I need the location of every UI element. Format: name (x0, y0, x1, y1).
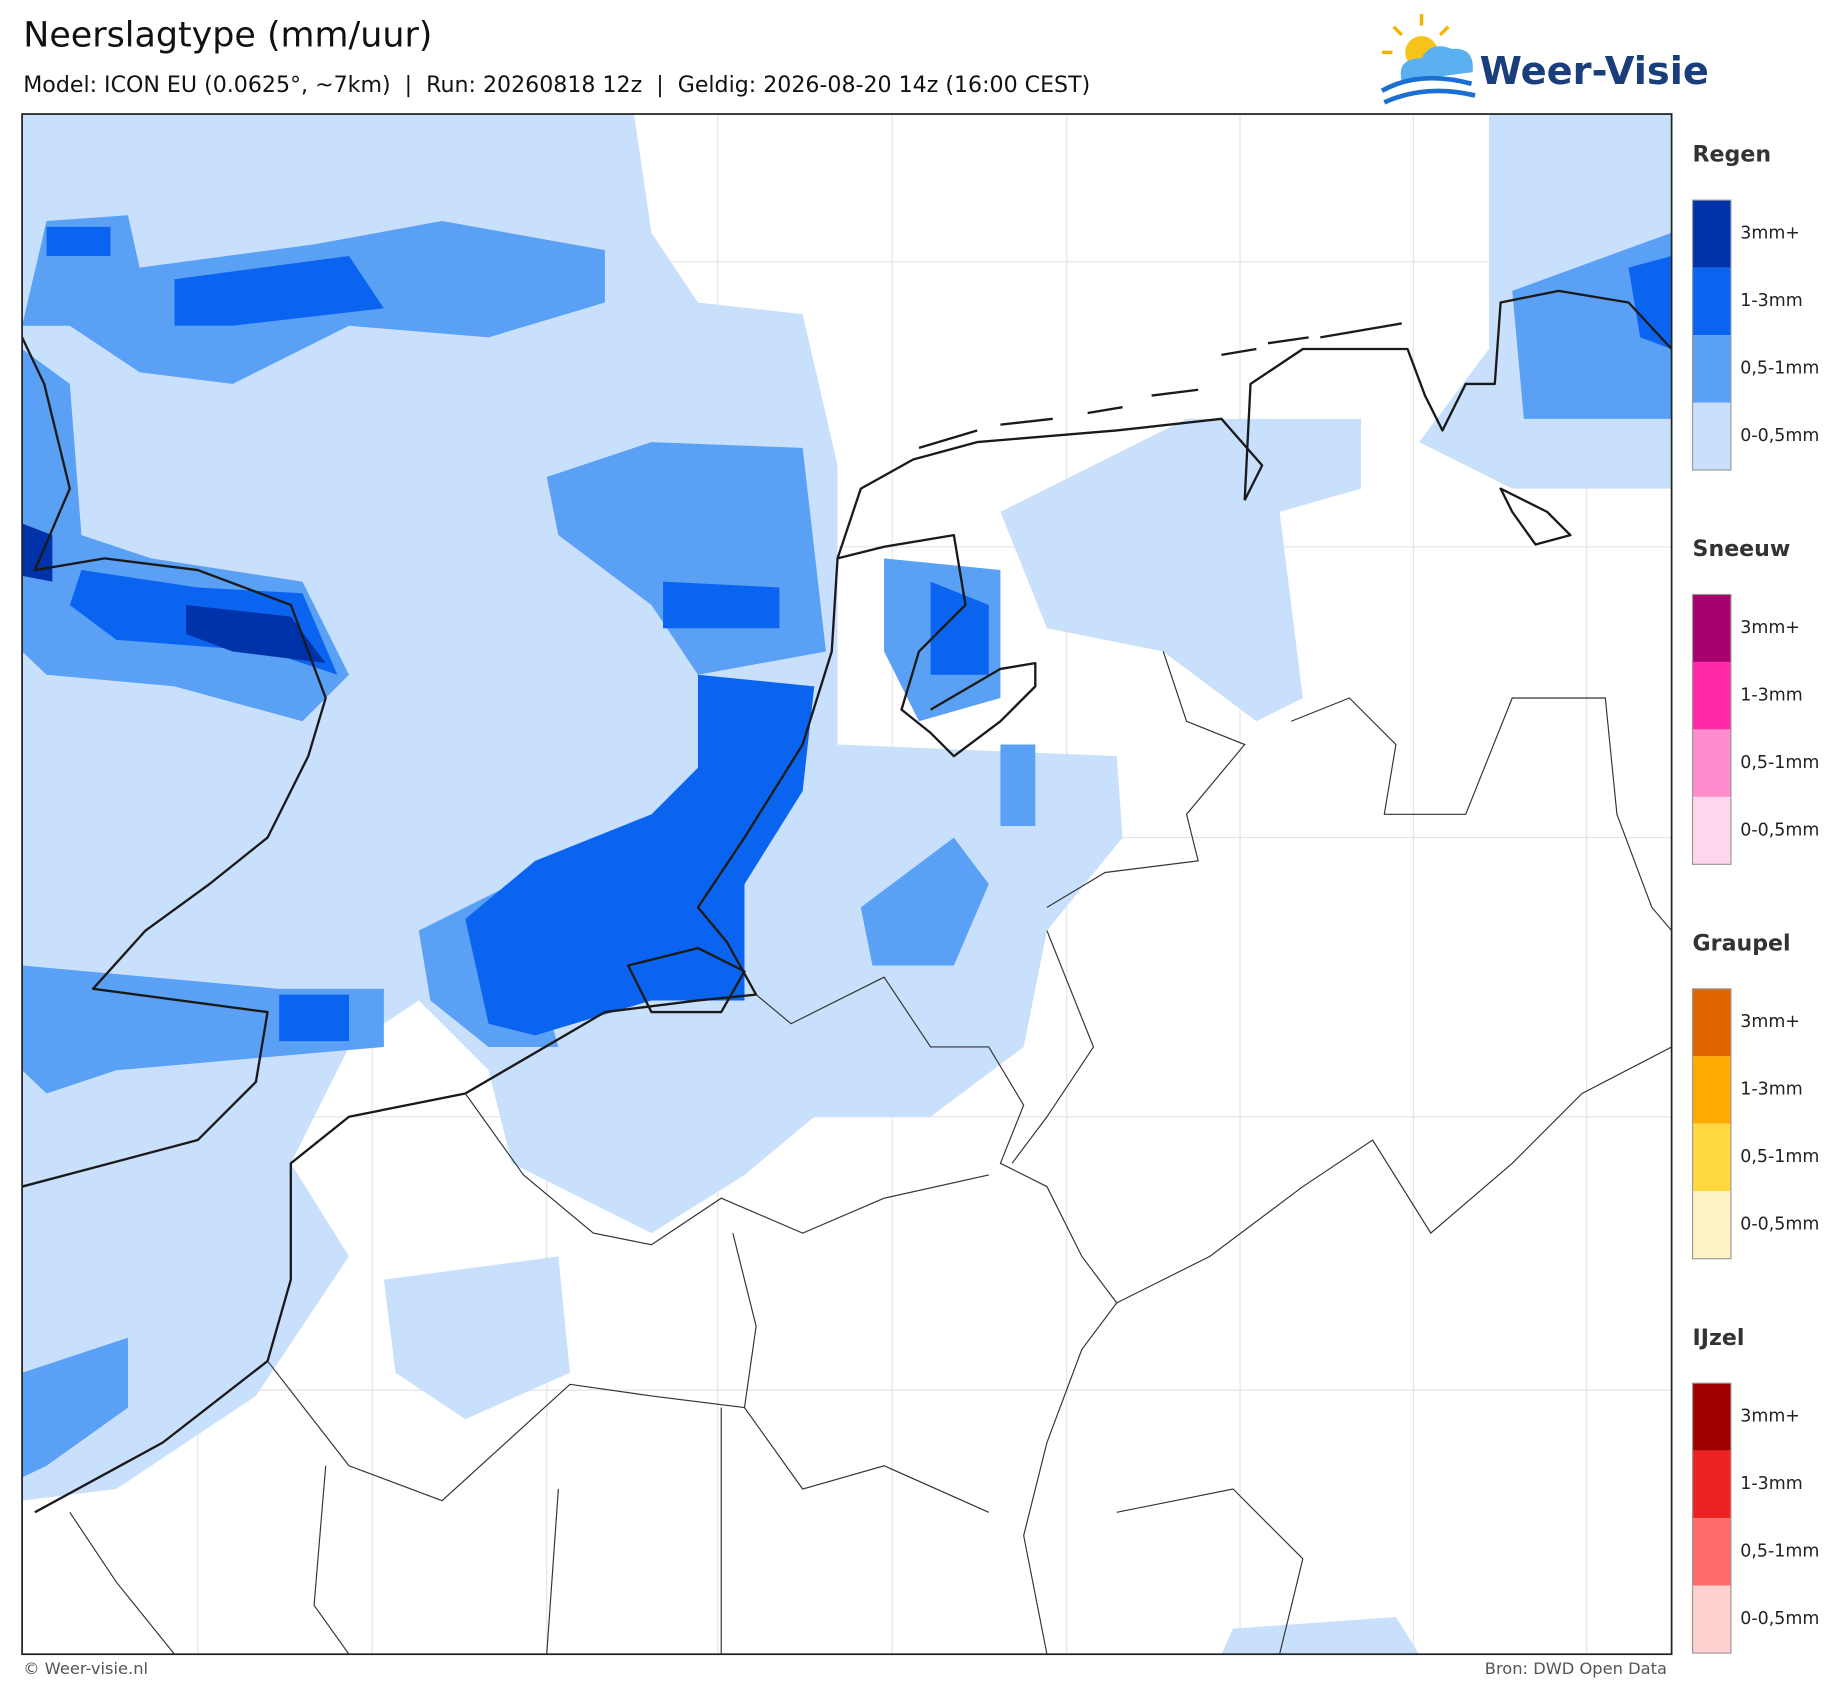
legend-swatch (1692, 335, 1731, 403)
legend-label: 0-0,5mm (1740, 820, 1819, 840)
borders (69, 651, 1672, 1655)
legend-swatch (1692, 988, 1731, 1057)
footer-credit: © Weer-visie.nl (23, 1659, 148, 1678)
legend-box (1691, 593, 1732, 865)
legend-label: 3mm+ (1740, 618, 1800, 638)
legend-swatch (1692, 1191, 1731, 1259)
legend-label: 1-3mm (1740, 1080, 1802, 1100)
legend-label: 0-0,5mm (1740, 426, 1819, 446)
legend-label: 3mm+ (1740, 224, 1800, 244)
legend-label: 1-3mm (1740, 291, 1802, 311)
legend-label: 0-0,5mm (1740, 1609, 1819, 1629)
legend: Regen 3mm+ 1-3mm 0,5-1mm 0-0,5mm Sneeuw 3mm+ 1-… (1691, 142, 1819, 1654)
cloud (1400, 46, 1473, 82)
legend-label: 1-3mm (1740, 1474, 1802, 1494)
legend-label: 0-0,5mm (1740, 1215, 1819, 1235)
legend-box (1691, 1382, 1732, 1654)
logo: Weer-Visie (1380, 13, 1709, 105)
legend-swatch (1692, 200, 1731, 268)
legend-swatch (1692, 729, 1731, 797)
legend-swatch (1692, 1056, 1731, 1124)
coastlines (22, 289, 1672, 1514)
legend-swatch (1692, 1450, 1731, 1519)
legend-label: 0,5-1mm (1740, 753, 1819, 773)
legend-swatch (1692, 1383, 1731, 1451)
legend-swatch (1692, 594, 1731, 662)
map-frame (21, 113, 1673, 1656)
subtitle: Model: ICON EU (0.0625°, ~7km) | Run: 20… (23, 72, 1090, 98)
legend-label: 3mm+ (1740, 1012, 1800, 1032)
precipitation-very-heavy (22, 523, 326, 664)
legend-label: 0,5-1mm (1740, 1147, 1819, 1167)
title: Neerslagtype (mm/uur) (23, 16, 432, 56)
legend-swatch (1692, 402, 1731, 470)
waves (1380, 75, 1476, 105)
logo-text: Weer-Visie (1480, 49, 1709, 94)
legend-title: Graupel (1693, 930, 1791, 956)
legend-swatch (1692, 267, 1731, 336)
legend-box (1691, 199, 1732, 471)
legend-label: 0,5-1mm (1740, 1541, 1819, 1561)
map (21, 113, 1673, 1656)
footer-source: Bron: DWD Open Data (1485, 1659, 1667, 1678)
legend-label: 3mm+ (1740, 1407, 1800, 1427)
legend-swatch (1692, 1585, 1731, 1654)
legend-swatch (1692, 796, 1731, 865)
legend-swatch (1692, 1518, 1731, 1586)
legend-label: 0,5-1mm (1740, 358, 1819, 378)
sun-icon (1381, 13, 1450, 55)
legend-title: Regen (1693, 142, 1772, 168)
legend-swatch (1692, 1123, 1731, 1192)
legend-title: Sneeuw (1693, 536, 1791, 562)
legend-swatch (1692, 661, 1731, 730)
legend-box (1691, 988, 1732, 1260)
legend-title: IJzel (1693, 1325, 1745, 1351)
legend-label: 1-3mm (1740, 685, 1802, 705)
